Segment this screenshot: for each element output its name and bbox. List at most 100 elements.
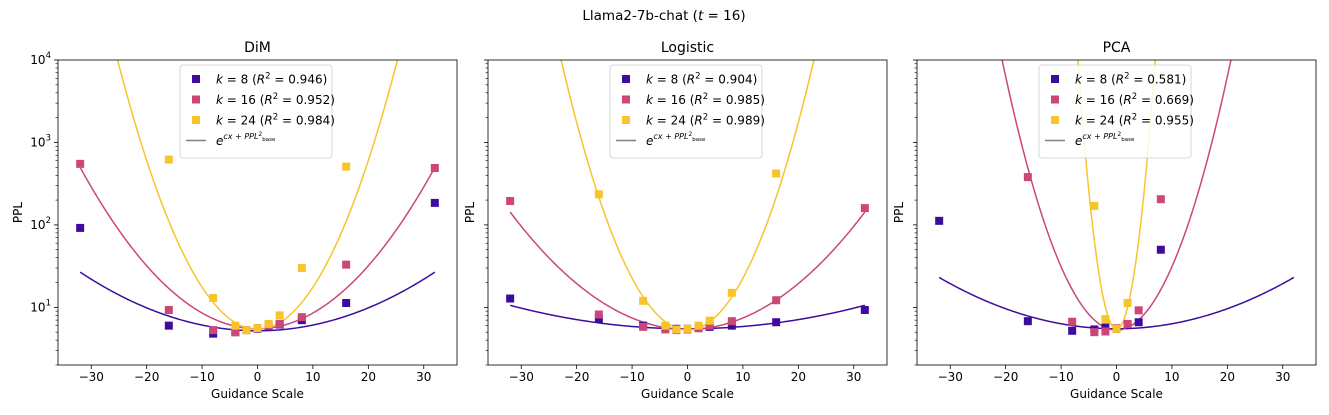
x-tick-label: −10 xyxy=(1048,370,1073,384)
data-point xyxy=(1134,306,1143,315)
data-point xyxy=(164,305,173,314)
data-point xyxy=(705,321,714,330)
x-tick-label: −30 xyxy=(79,370,104,384)
y-tick-label: 102 xyxy=(30,216,51,232)
legend-label: k = 24 (R2 = 0.989) xyxy=(646,113,765,128)
data-point xyxy=(164,155,173,164)
data-point xyxy=(639,296,648,305)
data-point xyxy=(594,310,603,319)
data-point xyxy=(1134,318,1143,327)
chart-panel-logistic: −30 −20 −10 0 10 20 30 Logistic Guidance Scale PP… xyxy=(463,40,888,401)
y-tick-label: 104 xyxy=(30,51,51,67)
data-point xyxy=(772,318,781,327)
legend-marker-k8 xyxy=(622,75,630,83)
legend-marker-k8 xyxy=(192,75,200,83)
fit-curve-k16 xyxy=(79,167,436,330)
x-tick-label: 0 xyxy=(684,370,692,384)
fit-curves xyxy=(509,60,866,331)
data-point xyxy=(430,198,439,207)
data-point xyxy=(342,298,351,307)
x-tick-label: −20 xyxy=(564,370,589,384)
data-point xyxy=(1023,317,1032,326)
data-point xyxy=(1068,326,1077,335)
data-point xyxy=(297,264,306,273)
data-point xyxy=(342,162,351,171)
legend-label: k = 8 (R2 = 0.904) xyxy=(646,72,757,87)
data-points xyxy=(935,173,1165,337)
x-tick-label: −20 xyxy=(134,370,159,384)
data-point xyxy=(275,311,284,320)
data-point xyxy=(209,326,218,335)
data-point xyxy=(275,319,284,328)
x-tick-label: −10 xyxy=(619,370,644,384)
fit-curve-k16 xyxy=(1001,60,1232,331)
fit-curve-k8 xyxy=(79,271,436,332)
data-point xyxy=(1123,319,1132,328)
legend-label: k = 8 (R2 = 0.946) xyxy=(216,72,327,87)
data-point xyxy=(694,321,703,330)
data-point xyxy=(772,169,781,178)
data-point xyxy=(672,325,681,334)
y-axis-label: PPL xyxy=(892,202,906,223)
legend-frame xyxy=(179,64,333,159)
legend-frame xyxy=(609,64,763,159)
data-point xyxy=(594,190,603,199)
fit-curve-k24 xyxy=(560,60,815,331)
legend: k = 8 (R2 = 0.946) k = 16 (R2 = 0.952) k =… xyxy=(179,64,335,159)
legend-marker-k16 xyxy=(622,95,630,104)
data-point xyxy=(506,294,515,303)
data-point xyxy=(253,324,262,333)
x-tick-label: 30 xyxy=(1275,370,1290,384)
y-axis-label: PPL xyxy=(11,202,25,223)
y-axis-label: PPL xyxy=(463,202,477,223)
data-point xyxy=(1156,195,1165,204)
data-point xyxy=(242,326,251,335)
data-point xyxy=(772,296,781,305)
x-axis-label: Guidance Scale xyxy=(641,387,734,401)
fit-curve-k16 xyxy=(509,211,866,331)
data-point xyxy=(342,260,351,269)
panel-title: DiM xyxy=(244,40,271,56)
data-point xyxy=(209,293,218,302)
data-point xyxy=(297,313,306,322)
legend-label: k = 24 (R2 = 0.984) xyxy=(216,113,335,128)
data-point xyxy=(727,288,736,297)
data-point xyxy=(1068,317,1077,326)
x-tick-label: 20 xyxy=(1220,370,1235,384)
legend-marker-k24 xyxy=(192,116,200,124)
data-points xyxy=(506,169,869,335)
x-tick-label: 0 xyxy=(254,370,262,384)
fit-curve-k24 xyxy=(1077,60,1156,331)
data-point xyxy=(594,314,603,323)
data-point xyxy=(639,322,648,331)
legend: k = 8 (R2 = 0.904) k = 16 (R2 = 0.985) k =… xyxy=(609,64,765,159)
data-point xyxy=(430,164,439,173)
legend-marker-k16 xyxy=(1051,95,1059,104)
chart-panel-pca: −30 −20 −10 0 10 20 30 PCA Guidance Scale PPL k = … xyxy=(892,40,1317,401)
x-tick-label: 10 xyxy=(1164,370,1179,384)
legend-label: k = 8 (R2 = 0.581) xyxy=(1075,72,1186,87)
legend-label: k = 16 (R2 = 0.952) xyxy=(216,92,335,107)
legend-fit-label: ecx + PPL2PPLbase xyxy=(1075,131,1135,148)
x-tick-label: −30 xyxy=(938,370,963,384)
legend: k = 8 (R2 = 0.581) k = 16 (R2 = 0.669) k =… xyxy=(1038,64,1194,159)
data-point xyxy=(506,196,515,205)
x-axis-label: Guidance Scale xyxy=(1070,387,1163,401)
legend-fit-label: ecx + PPL2PPLbase xyxy=(216,131,276,148)
data-point xyxy=(860,305,869,314)
legend-frame xyxy=(1038,64,1192,159)
legend-marker-k24 xyxy=(1051,116,1059,124)
legend-label: k = 16 (R2 = 0.669) xyxy=(1075,92,1194,107)
x-tick-label: 30 xyxy=(846,370,861,384)
data-point xyxy=(1023,173,1032,182)
fit-curves xyxy=(79,60,436,332)
data-point xyxy=(727,321,736,330)
figure-title: Llama2-7b-chat (t = 16) xyxy=(582,8,745,24)
data-point xyxy=(1112,324,1121,333)
x-tick-label: −10 xyxy=(189,370,214,384)
legend-label: k = 16 (R2 = 0.985) xyxy=(646,92,765,107)
data-point xyxy=(1101,315,1110,324)
x-tick-label: 30 xyxy=(416,370,431,384)
x-tick-label: 0 xyxy=(1113,370,1121,384)
x-axis-label: Guidance Scale xyxy=(211,387,304,401)
